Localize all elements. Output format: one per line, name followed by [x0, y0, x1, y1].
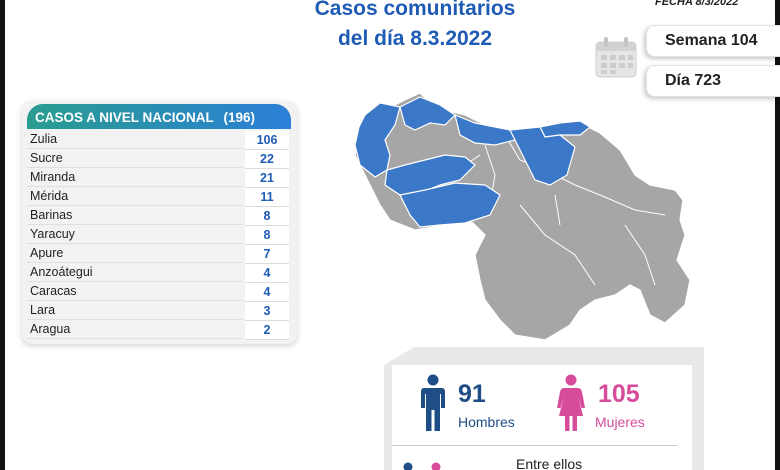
female-person-icon	[557, 374, 585, 431]
state-cases: 4	[245, 283, 289, 302]
male-count: 91	[458, 380, 486, 408]
row-divider	[27, 167, 243, 168]
title-line-2: del día 8.3.2022	[337, 27, 493, 50]
male-small-icon	[403, 462, 413, 470]
male-label: Hombres	[458, 414, 515, 430]
row-divider	[27, 319, 243, 320]
table-row: Sucre 22	[27, 150, 291, 169]
row-divider	[27, 243, 243, 244]
table-row: Anzoátegui 4	[27, 264, 291, 283]
stats-panel	[392, 365, 692, 470]
state-cases: 8	[245, 207, 289, 226]
state-name: Yaracuy	[30, 227, 75, 241]
left-edge-bar	[0, 0, 5, 470]
right-edge-bar	[775, 0, 780, 470]
map-anzoategui	[509, 126, 576, 186]
state-name: Caracas	[30, 284, 77, 298]
stats-divider	[392, 445, 677, 446]
row-divider	[27, 186, 243, 187]
state-cases: 11	[245, 188, 289, 207]
map-zulia	[354, 102, 401, 178]
map-andes	[384, 154, 476, 196]
cases-table-header: CASOS A NIVEL NACIONAL (196)	[27, 104, 291, 129]
calendar-icon	[595, 37, 637, 78]
row-divider	[27, 148, 243, 149]
table-row: Barinas 8	[27, 207, 291, 226]
state-name: Barinas	[30, 208, 73, 222]
table-row: Zulia 106	[27, 131, 291, 150]
female-label: Mujeres	[595, 414, 645, 430]
state-cases: 106	[245, 131, 289, 150]
table-row: Miranda 21	[27, 169, 291, 188]
table-row: Yaracuy 8	[27, 226, 291, 245]
map-barinas-apure	[399, 182, 501, 228]
cases-table-total: (196)	[223, 110, 256, 125]
day-badge: Día 723	[646, 65, 780, 97]
state-name: Mérida	[30, 189, 69, 203]
row-divider	[27, 262, 243, 263]
state-cases: 8	[245, 226, 289, 245]
state-name: Miranda	[30, 170, 76, 184]
map-highlighted-states	[354, 96, 592, 228]
row-divider	[27, 205, 243, 206]
state-name: Zulia	[30, 132, 58, 146]
state-cases: 7	[245, 245, 289, 264]
table-row: Caracas 4	[27, 283, 291, 302]
table-row: Mérida 11	[27, 188, 291, 207]
table-row: Aragua 2	[27, 321, 291, 340]
state-name: Aragua	[30, 322, 71, 336]
venezuela-map	[354, 92, 690, 341]
row-divider	[27, 338, 243, 339]
row-divider	[27, 281, 243, 282]
entre-ellos-label: Entre ellos	[516, 456, 583, 470]
state-cases: 22	[245, 150, 289, 169]
state-cases: 3	[245, 302, 289, 321]
state-cases: 4	[245, 264, 289, 283]
state-name: Sucre	[30, 151, 63, 165]
title-line-1: Casos comunitarios	[314, 0, 516, 20]
state-cases: 21	[245, 169, 289, 188]
female-small-icon	[431, 462, 441, 470]
row-divider	[27, 224, 243, 225]
date-label: FECHA 8/3/2022	[655, 0, 739, 8]
page-title: Casos comunitarios del día 8.3.2022	[290, 0, 540, 54]
table-row: Lara 3	[27, 302, 291, 321]
state-name: Lara	[30, 303, 56, 317]
table-row: Apure 7	[27, 245, 291, 264]
state-name: Anzoátegui	[30, 265, 93, 279]
state-cases: 2	[245, 321, 289, 340]
row-divider	[27, 300, 243, 301]
state-name: Apure	[30, 246, 64, 260]
week-badge: Semana 104	[646, 25, 780, 57]
male-person-icon	[421, 374, 445, 431]
map-falcon-lara	[399, 96, 456, 131]
female-count: 105	[598, 380, 640, 408]
cases-table-heading: CASOS A NIVEL NACIONAL	[35, 110, 214, 125]
